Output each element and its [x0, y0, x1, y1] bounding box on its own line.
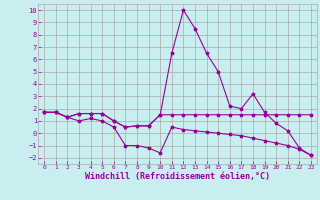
X-axis label: Windchill (Refroidissement éolien,°C): Windchill (Refroidissement éolien,°C) [85, 172, 270, 181]
